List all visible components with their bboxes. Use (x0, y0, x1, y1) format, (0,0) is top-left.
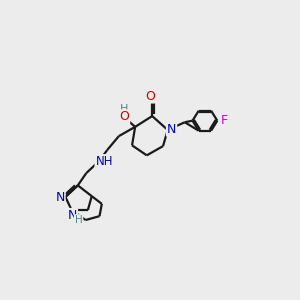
Text: H: H (120, 104, 128, 114)
Text: O: O (119, 110, 129, 123)
Text: N: N (167, 123, 176, 136)
Text: O: O (146, 90, 156, 103)
Text: N: N (55, 191, 65, 204)
Text: N: N (68, 209, 77, 222)
Text: F: F (221, 114, 228, 127)
Text: NH: NH (95, 155, 113, 168)
Text: H: H (75, 215, 83, 225)
